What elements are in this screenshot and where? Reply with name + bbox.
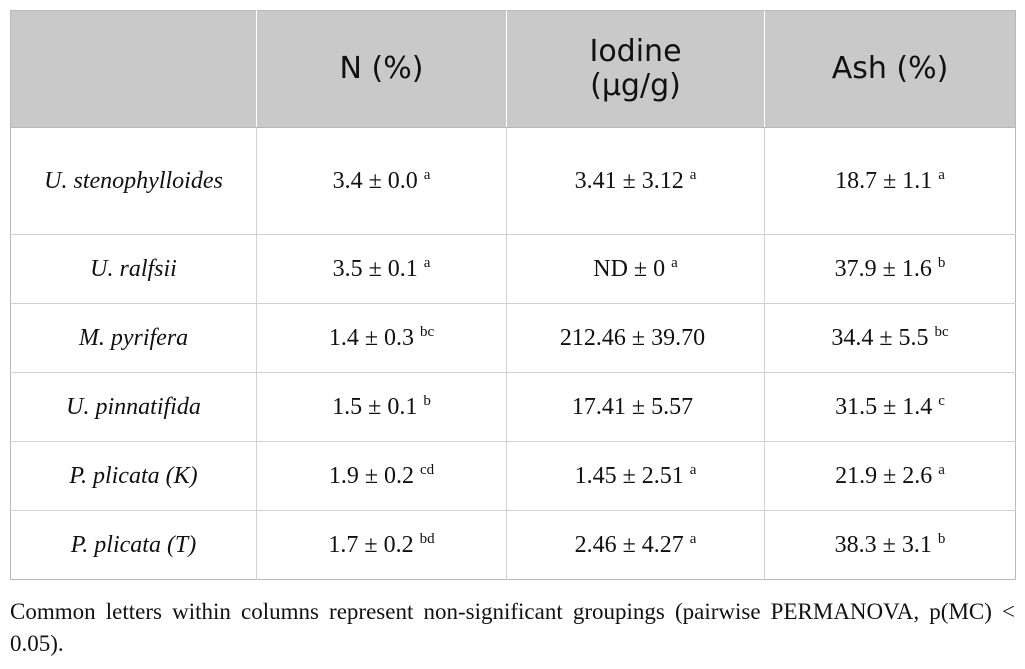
header-iodine-label: Iodine [589, 34, 682, 69]
header-ash: Ash (%) [764, 10, 1016, 128]
table-row: P. plicata (T) 1.7 ± 0.2 bd 2.46 ± 4.27 a 38.… [11, 510, 1016, 580]
table-row: U. ralfsii 3.5 ± 0.1 a ND ± 0 a 37.9 ± 1.6 b [10, 234, 1016, 304]
table-row: P. plicata (K) 1.9 ± 0.2 cd 1.45 ± 2.51 a 21.… [10, 441, 1016, 511]
cell-iodine-group-letter: a [689, 166, 697, 183]
cell-iodine-value: ND ± 0 [593, 255, 666, 282]
cell-ash-group-letter: bc [934, 323, 949, 340]
table-row: M. pyrifera 1.4 ± 0.3 bc 212.46 ± 39.70 34.4… [10, 303, 1016, 373]
cell-ash-group-letter: a [938, 461, 945, 478]
cell-n-group-letter: a [423, 166, 431, 183]
cell-n-value: 3.5 ± 0.1 [332, 255, 418, 282]
cell-iodine-group-letter: a [689, 461, 697, 478]
cell-n: 3.4 ± 0.0 a [256, 127, 507, 235]
cell-n-group-letter: b [423, 392, 431, 409]
cell-species: M. pyrifera [10, 303, 257, 373]
cell-iodine: ND ± 0 a [506, 234, 765, 304]
cell-n: 1.5 ± 0.1 b [256, 372, 507, 442]
cell-species-value: P. plicata (K) [69, 463, 198, 489]
table-footnote: Common letters within columns represent … [10, 599, 1015, 656]
cell-n-value: 3.4 ± 0.0 [332, 167, 418, 194]
cell-iodine-group-letter: a [689, 530, 697, 547]
cell-ash-value: 18.7 ± 1.1 [835, 167, 933, 194]
cell-ash: 34.4 ± 5.5 bc [764, 303, 1016, 373]
cell-n-group-letter: cd [420, 461, 435, 478]
cell-iodine-value: 3.41 ± 3.12 [574, 167, 684, 194]
cell-ash-value: 37.9 ± 1.6 [834, 255, 932, 282]
cell-ash-group-letter: b [937, 530, 946, 547]
cell-species: U. ralfsii [10, 234, 257, 304]
cell-ash: 31.5 ± 1.4 c [764, 372, 1016, 442]
cell-iodine-value: 17.41 ± 5.57 [571, 393, 694, 420]
header-iodine: Iodine (µg/g) [506, 10, 765, 128]
composition-table: N (%) Iodine (µg/g) Ash (%) U. stenophyll… [10, 10, 1016, 580]
cell-species: P. plicata (T) [11, 511, 257, 580]
cell-n-value: 1.7 ± 0.2 [328, 531, 414, 558]
cell-n-value: 1.9 ± 0.2 [328, 462, 414, 489]
cell-species: U. pinnatifida [10, 372, 257, 442]
cell-species: P. plicata (K) [10, 441, 257, 511]
cell-n-value: 1.5 ± 0.1 [332, 393, 418, 420]
table-row: U. pinnatifida 1.5 ± 0.1 b 17.41 ± 5.57 31.5… [10, 372, 1016, 442]
cell-ash-value: 21.9 ± 2.6 [835, 462, 933, 489]
cell-iodine: 212.46 ± 39.70 [506, 303, 765, 373]
cell-iodine-value: 1.45 ± 2.51 [574, 462, 684, 489]
cell-iodine-group-letter: a [671, 254, 678, 271]
cell-n-group-letter: bd [419, 530, 435, 547]
cell-species-value: M. pyrifera [78, 325, 189, 351]
cell-n: 1.9 ± 0.2 cd [256, 441, 507, 511]
cell-iodine-value: 212.46 ± 39.70 [559, 324, 706, 351]
cell-n-group-letter: a [423, 254, 431, 271]
cell-species-value: P. plicata (T) [70, 532, 197, 558]
cell-ash-group-letter: b [937, 254, 946, 271]
cell-species-value: U. ralfsii [90, 256, 177, 282]
cell-ash: 38.3 ± 3.1 b [764, 510, 1016, 580]
cell-iodine: 17.41 ± 5.57 [506, 372, 765, 442]
cell-species-value: U. stenophylloides [44, 168, 223, 194]
cell-n: 1.4 ± 0.3 bc [256, 303, 507, 373]
header-row: N (%) Iodine (µg/g) Ash (%) [10, 10, 1016, 128]
table-container: N (%) Iodine (µg/g) Ash (%) U. stenophyll… [10, 10, 1016, 580]
cell-iodine: 2.46 ± 4.27 a [506, 510, 765, 580]
cell-ash-value: 38.3 ± 3.1 [834, 531, 932, 558]
cell-n: 3.5 ± 0.1 a [256, 234, 507, 304]
cell-ash-group-letter: c [938, 392, 945, 409]
cell-species: U. stenophylloides [10, 127, 257, 235]
header-nitrogen: N (%) [256, 10, 507, 128]
cell-ash: 21.9 ± 2.6 a [764, 441, 1016, 511]
cell-ash-value: 31.5 ± 1.4 [835, 393, 933, 420]
cell-ash-value: 34.4 ± 5.5 [831, 324, 929, 351]
cell-ash: 18.7 ± 1.1 a [764, 127, 1016, 235]
cell-n-value: 1.4 ± 0.3 [328, 324, 414, 351]
cell-ash: 37.9 ± 1.6 b [764, 234, 1016, 304]
cell-n-group-letter: bc [420, 323, 435, 340]
cell-iodine: 1.45 ± 2.51 a [506, 441, 765, 511]
cell-n: 1.7 ± 0.2 bd [256, 510, 507, 580]
header-iodine-unit: (µg/g) [590, 68, 681, 103]
cell-ash-group-letter: a [938, 166, 945, 183]
cell-iodine-value: 2.46 ± 4.27 [574, 531, 684, 558]
cell-species-value: U. pinnatifida [66, 394, 201, 420]
cell-iodine: 3.41 ± 3.12 a [506, 127, 765, 235]
header-species [10, 10, 257, 128]
table-row: U. stenophylloides 3.4 ± 0.0 a 3.41 ± 3.12 a… [10, 127, 1016, 235]
